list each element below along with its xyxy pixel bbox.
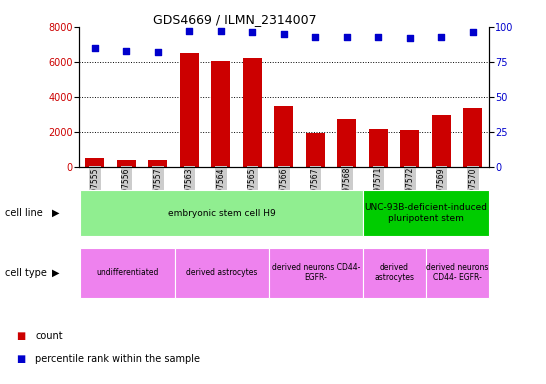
Text: GSM997555: GSM997555 — [91, 167, 99, 214]
Text: cell line: cell line — [5, 208, 43, 218]
Bar — [400, 130, 419, 167]
Bar — [306, 133, 325, 167]
Text: derived neurons CD44-
EGFR-: derived neurons CD44- EGFR- — [272, 263, 360, 282]
Text: UNC-93B-deficient-induced
pluripotent stem: UNC-93B-deficient-induced pluripotent st… — [364, 204, 488, 223]
Point — [122, 48, 131, 54]
Text: count: count — [35, 331, 63, 341]
Text: embryonic stem cell H9: embryonic stem cell H9 — [168, 209, 276, 218]
Text: derived neurons
CD44- EGFR-: derived neurons CD44- EGFR- — [426, 263, 489, 282]
Point — [185, 28, 194, 34]
Text: ▶: ▶ — [52, 268, 60, 278]
Text: GSM997566: GSM997566 — [280, 167, 288, 214]
Text: GSM997565: GSM997565 — [248, 167, 257, 214]
Bar — [180, 53, 199, 167]
Text: ▶: ▶ — [52, 208, 60, 218]
Text: derived
astrocytes: derived astrocytes — [375, 263, 414, 282]
Text: GSM997572: GSM997572 — [406, 167, 414, 214]
Bar — [369, 129, 388, 167]
Text: ■: ■ — [16, 354, 26, 364]
Text: GSM997563: GSM997563 — [185, 167, 194, 214]
Text: undifferentiated: undifferentiated — [96, 268, 158, 277]
Text: GSM997557: GSM997557 — [153, 167, 162, 214]
Point — [437, 34, 446, 40]
Text: GSM997568: GSM997568 — [342, 167, 352, 214]
Text: derived astrocytes: derived astrocytes — [186, 268, 257, 277]
Text: ■: ■ — [16, 331, 26, 341]
Text: percentile rank within the sample: percentile rank within the sample — [35, 354, 200, 364]
Text: GSM997564: GSM997564 — [216, 167, 225, 214]
Bar — [86, 158, 104, 167]
Bar — [464, 108, 482, 167]
Bar — [211, 61, 230, 167]
Point — [280, 31, 288, 37]
Point — [342, 34, 351, 40]
Point — [374, 34, 383, 40]
Text: GSM997556: GSM997556 — [122, 167, 131, 214]
Bar — [337, 119, 357, 167]
Point — [91, 45, 99, 51]
Text: GSM997570: GSM997570 — [468, 167, 477, 214]
Text: GDS4669 / ILMN_2314007: GDS4669 / ILMN_2314007 — [153, 13, 317, 26]
Point — [248, 30, 257, 36]
Bar — [432, 115, 451, 167]
Bar — [117, 159, 136, 167]
Point — [406, 35, 414, 41]
Bar — [275, 106, 293, 167]
Bar — [243, 58, 262, 167]
Point — [217, 28, 225, 34]
Point — [311, 34, 320, 40]
Text: cell type: cell type — [5, 268, 48, 278]
Point — [468, 30, 477, 36]
Text: GSM997571: GSM997571 — [374, 167, 383, 214]
Bar — [149, 161, 168, 167]
Point — [153, 49, 162, 55]
Text: GSM997567: GSM997567 — [311, 167, 320, 214]
Text: GSM997569: GSM997569 — [437, 167, 446, 214]
